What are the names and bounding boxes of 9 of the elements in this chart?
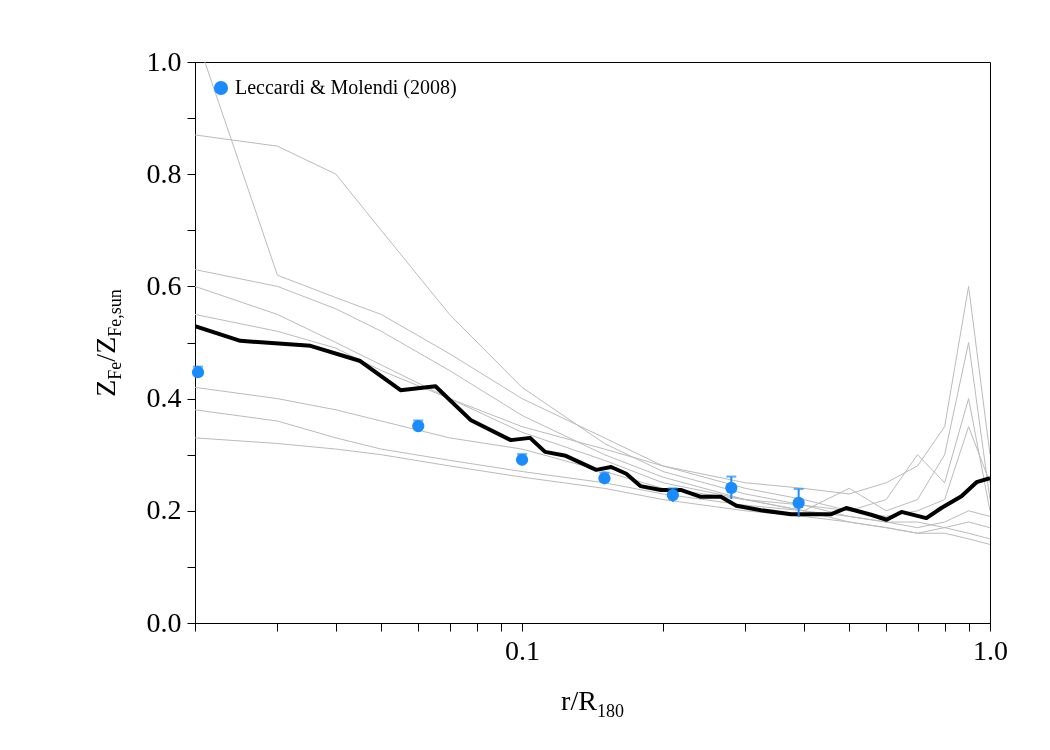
y-tick-label: 0.4 <box>146 382 182 414</box>
y-tick-label: 0.8 <box>146 157 182 189</box>
x-tick-label: 0.1 <box>505 634 541 666</box>
x-axis-title: r/R$_{180}$ <box>561 685 624 722</box>
y-tick-label: 0.0 <box>146 606 182 638</box>
y-tick-label: 0.2 <box>146 494 182 526</box>
y-tick-label: 0.6 <box>146 269 182 301</box>
legend-label: Leccardi & Molendi (2008) <box>235 76 457 99</box>
y-tick-label: 1.0 <box>146 45 182 77</box>
